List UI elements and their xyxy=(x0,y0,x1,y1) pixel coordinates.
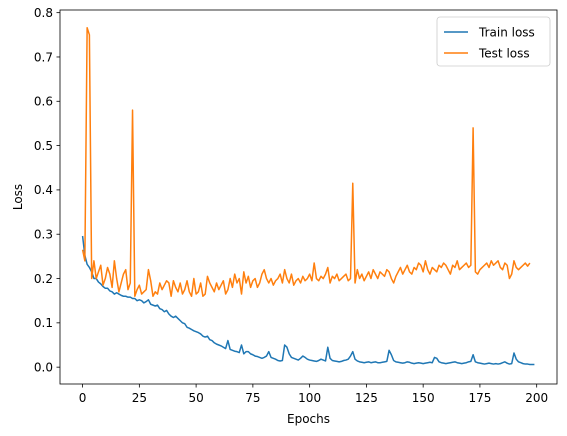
legend-label: Train loss xyxy=(478,25,535,39)
x-tick-label: 75 xyxy=(245,391,260,405)
y-axis-label: Loss xyxy=(11,184,25,210)
y-tick-label: 0.8 xyxy=(34,6,53,20)
x-axis: 0 25 50 75 100 125 150 175 200 xyxy=(79,384,548,405)
axes-frame xyxy=(59,9,558,385)
legend-label: Test loss xyxy=(478,46,530,60)
y-tick-label: 0.1 xyxy=(34,316,53,330)
legend: Train loss Test loss xyxy=(436,16,551,67)
y-tick-label: 0.5 xyxy=(34,139,53,153)
plot-area xyxy=(81,26,535,366)
y-tick-label: 0.2 xyxy=(34,272,53,286)
series-line-test-loss xyxy=(81,26,531,298)
series-line-train-loss xyxy=(81,235,535,366)
y-tick-label: 0.0 xyxy=(34,360,53,374)
x-tick-label: 150 xyxy=(412,391,435,405)
x-tick-label: 50 xyxy=(188,391,203,405)
x-tick-label: 200 xyxy=(525,391,548,405)
y-axis: 0.0 0.1 0.2 0.3 0.4 0.5 0.6 0.7 0.8 xyxy=(34,6,60,374)
y-tick-label: 0.7 xyxy=(34,50,53,64)
x-axis-label: Epochs xyxy=(287,412,330,426)
y-tick-label: 0.3 xyxy=(34,228,53,242)
x-tick-label: 25 xyxy=(132,391,147,405)
y-tick-label: 0.4 xyxy=(34,183,53,197)
x-tick-label: 125 xyxy=(355,391,378,405)
x-tick-label: 0 xyxy=(79,391,87,405)
y-tick-label: 0.6 xyxy=(34,95,53,109)
x-tick-label: 175 xyxy=(468,391,491,405)
x-tick-label: 100 xyxy=(298,391,321,405)
